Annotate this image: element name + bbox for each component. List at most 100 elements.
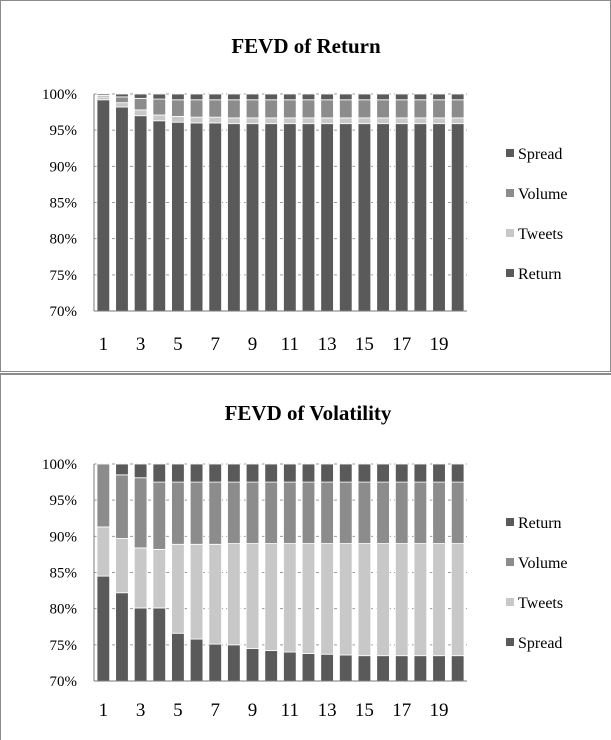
bar-segment-volume <box>301 99 316 119</box>
bar-segment-tweets <box>450 543 465 657</box>
bar-segment-volume <box>357 99 372 119</box>
bar-segment-return <box>450 463 465 483</box>
bar-segment-spread <box>394 655 409 682</box>
x-tick-label: 13 <box>318 334 337 355</box>
y-tick-label: 70% <box>50 674 78 690</box>
chart-title: FEVD of Return <box>231 34 381 58</box>
bar-segment-spread <box>320 653 334 682</box>
legend-label: Return <box>518 266 562 283</box>
bar-segment-tweets <box>301 117 316 125</box>
bar-segment-spread <box>208 643 222 682</box>
bar-segment-spread <box>320 93 334 101</box>
bar-segment-spread <box>450 655 465 682</box>
x-tick-label: 9 <box>248 700 258 721</box>
chart-panel-return: FEVD of Return 70% 75% 80% 85% 90% 95% 100% 1 3 5… <box>0 0 611 372</box>
bar-segment-return <box>301 123 316 312</box>
y-tick-label: 80% <box>50 602 78 618</box>
bar-segment-volume <box>115 96 129 104</box>
bar-segment-volume <box>96 463 111 528</box>
x-tick-label: 9 <box>248 334 258 355</box>
bar-segment-volume <box>413 99 428 119</box>
bar-segment-volume <box>152 481 167 550</box>
bar-segment-return <box>394 463 409 483</box>
y-tick-label: 90% <box>50 529 78 545</box>
bar-segment-tweets <box>227 543 241 646</box>
bar-segment-tweets <box>96 526 111 577</box>
bar-segment-volume <box>394 481 409 544</box>
bar-segment-volume <box>245 99 260 119</box>
bar-segment-return <box>413 463 428 483</box>
bar-segment-volume <box>208 99 222 118</box>
x-tick-label: 11 <box>281 334 299 355</box>
bar-segment-tweets <box>413 117 428 125</box>
bar-segment-spread <box>376 93 390 101</box>
bar-segment-spread <box>413 93 428 101</box>
bar-segment-return <box>227 123 241 312</box>
y-tick-label: 95% <box>50 493 78 509</box>
bar-segment-return <box>245 123 260 312</box>
legend-swatch <box>506 558 514 566</box>
bar-segment-tweets <box>394 117 409 125</box>
bar-segment-spread <box>96 575 111 682</box>
legend-swatch <box>506 269 514 277</box>
bar-segment-volume <box>189 99 204 118</box>
bar-segment-spread <box>413 655 428 682</box>
bar-segment-return <box>133 463 148 479</box>
bar-segment-volume <box>432 481 446 544</box>
legend-label: Tweets <box>518 595 563 612</box>
bar-segment-spread <box>339 93 353 101</box>
bar-segment-spread <box>152 93 167 100</box>
bar-segment-tweets <box>171 543 185 634</box>
bar-segment-volume <box>376 481 390 544</box>
bar-segment-spread <box>283 93 297 101</box>
bar-segment-tweets <box>320 117 334 125</box>
bar-segment-tweets <box>171 116 185 123</box>
bar-segment-spread <box>376 655 390 682</box>
bar-segment-spread <box>245 93 260 101</box>
bar-segment-volume <box>264 481 278 544</box>
bar-segment-return <box>376 463 390 483</box>
x-tick-label: 19 <box>430 700 449 721</box>
bar-segment-return <box>133 115 148 312</box>
y-tick-label: 75% <box>50 638 78 654</box>
bar-segment-volume <box>264 99 278 119</box>
bar-segment-return <box>413 123 428 312</box>
bar-segment-volume <box>283 99 297 119</box>
bar-segment-tweets <box>357 543 372 657</box>
bar-segment-volume <box>189 481 204 545</box>
x-tick-label: 5 <box>173 700 183 721</box>
bar-segment-return <box>376 123 390 312</box>
bar-segment-tweets <box>432 543 446 657</box>
bar-segment-tweets <box>208 116 222 124</box>
bar-segment-spread <box>283 651 297 682</box>
bar-segment-volume <box>133 97 148 111</box>
bar-segment-spread <box>171 632 185 682</box>
y-tick-label: 100% <box>42 87 77 103</box>
bar-segment-volume <box>245 481 260 544</box>
chart-panel-volatility: FEVD of Volatility 70% 75% 80% 85% 90% 95% 100… <box>0 373 611 740</box>
legend-label: Spread <box>518 635 562 652</box>
bar-segment-spread <box>152 607 167 682</box>
bar-segment-tweets <box>96 96 111 101</box>
legend-swatch <box>506 638 514 646</box>
y-tick-label: 75% <box>50 268 78 284</box>
bar-segment-return <box>394 123 409 312</box>
chart-title: FEVD of Volatility <box>225 401 392 425</box>
bar-segment-volume <box>320 481 334 544</box>
bar-segment-volume <box>283 481 297 544</box>
bar-segment-return <box>115 463 129 476</box>
bar-segment-tweets <box>339 117 353 125</box>
bar-segment-volume <box>394 99 409 119</box>
bar-segment-spread <box>96 93 111 96</box>
bar-segment-volume <box>450 481 465 544</box>
legend-swatch <box>506 598 514 606</box>
bar-segment-return <box>115 106 129 312</box>
bar-segment-spread <box>339 654 353 682</box>
x-tick-label: 11 <box>281 700 299 721</box>
bar-segment-spread <box>264 93 278 101</box>
y-tick-label: 100% <box>42 457 77 473</box>
bar-segment-spread <box>227 644 241 682</box>
y-tick-label: 85% <box>50 566 78 582</box>
x-tick-label: 5 <box>173 334 183 355</box>
bar-segment-return <box>339 123 353 312</box>
